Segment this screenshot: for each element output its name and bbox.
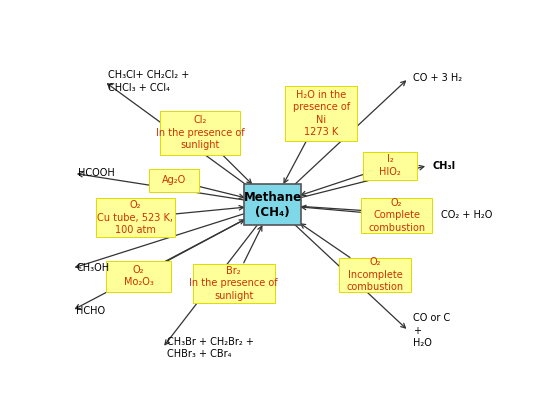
FancyBboxPatch shape [149,168,199,192]
Text: CH₃I: CH₃I [432,160,456,171]
Text: O₂
Complete
combustion: O₂ Complete combustion [368,198,425,233]
Text: I₂
HIO₂: I₂ HIO₂ [379,154,401,177]
Text: Cl₂
In the presence of
sunlight: Cl₂ In the presence of sunlight [156,115,245,150]
FancyBboxPatch shape [363,151,417,179]
Text: H₂O in the
presence of
Ni
1273 K: H₂O in the presence of Ni 1273 K [292,90,350,137]
Text: CO₂ + H₂O: CO₂ + H₂O [441,211,492,220]
Text: O₂
Cu tube, 523 K,
100 atm: O₂ Cu tube, 523 K, 100 atm [97,200,173,235]
Text: HCHO: HCHO [76,305,105,315]
FancyBboxPatch shape [106,261,171,292]
FancyBboxPatch shape [361,198,432,232]
Text: CO or C
+
H₂O: CO or C + H₂O [413,313,450,348]
FancyBboxPatch shape [285,86,356,141]
Text: O₂
Incomplete
combustion: O₂ Incomplete combustion [346,257,404,292]
Text: Br₂
In the presence of
sunlight: Br₂ In the presence of sunlight [189,266,278,301]
Text: CH₃Br + CH₂Br₂ +
CHBr₃ + CBr₄: CH₃Br + CH₂Br₂ + CHBr₃ + CBr₄ [167,337,253,359]
FancyBboxPatch shape [96,198,175,237]
Text: O₂
Mo₂O₃: O₂ Mo₂O₃ [124,265,154,288]
Text: Ag₂O: Ag₂O [162,175,187,185]
Text: HCOOH: HCOOH [78,168,115,178]
FancyBboxPatch shape [244,184,301,225]
FancyBboxPatch shape [160,111,240,155]
FancyBboxPatch shape [193,264,275,303]
Text: Methane
(CH₄): Methane (CH₄) [243,190,301,219]
Text: CO + 3 H₂: CO + 3 H₂ [413,73,462,83]
Text: CH₃Cl+ CH₂Cl₂ +
CHCl₃ + CCl₄: CH₃Cl+ CH₂Cl₂ + CHCl₃ + CCl₄ [109,70,190,93]
Text: CH₃OH: CH₃OH [76,264,109,273]
FancyBboxPatch shape [339,258,411,292]
